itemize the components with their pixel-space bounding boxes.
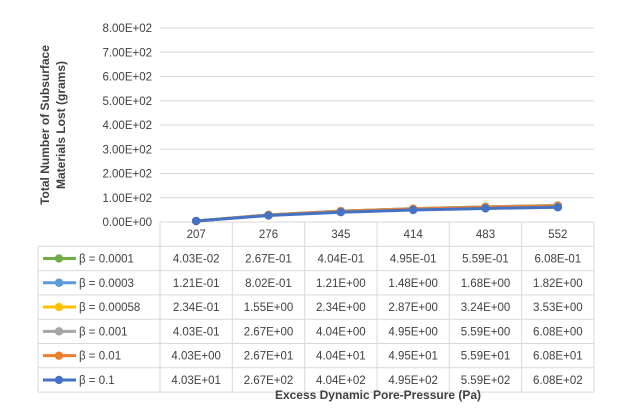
table-cell: 1.21E+00 <box>316 278 366 290</box>
y-axis-title-line-1: Total Number of Subsurface <box>38 45 52 205</box>
table-cell: 6.08E+00 <box>533 326 583 338</box>
table-cell: 4.04E-01 <box>317 253 364 265</box>
legend-entry: β = 0.01 <box>79 351 121 363</box>
y-tick-label: 4.00E+02 <box>102 120 152 132</box>
table-cell: 4.03E+00 <box>171 351 221 363</box>
table-cell: 4.03E-02 <box>173 253 220 265</box>
data-point <box>191 216 201 226</box>
data-point <box>408 205 418 215</box>
series-line <box>196 205 558 223</box>
y-tick-label: 3.00E+02 <box>102 144 152 156</box>
table-cell: 4.95E+01 <box>388 351 438 363</box>
x-category-label: 483 <box>476 229 495 241</box>
table-cell: 4.04E+02 <box>316 375 366 387</box>
table-cell: 6.08E-01 <box>534 253 581 265</box>
table-cell: 4.95E+00 <box>388 326 438 338</box>
table-cell: 1.55E+00 <box>244 302 294 314</box>
table-cell: 6.08E+01 <box>533 351 583 363</box>
legend-key-marker <box>54 278 64 287</box>
y-axis-title-line-2: Materials Lost (grams) <box>54 61 68 189</box>
table-cell: 5.59E-01 <box>462 253 509 265</box>
axis-titles: Total Number of Subsurface Materials Los… <box>38 45 481 402</box>
x-axis-title: Excess Dynamic Pore-Pressure (Pa) <box>275 388 481 402</box>
legend-key-marker <box>54 302 64 312</box>
legend-key-marker <box>54 351 64 360</box>
table-cell: 6.08E+02 <box>533 375 583 387</box>
legend-entry: β = 0.0001 <box>79 253 134 265</box>
legend-entry: β = 0.00058 <box>79 302 140 314</box>
legend-entry: β = 0.1 <box>79 375 115 387</box>
table-cell: 2.34E-01 <box>173 302 220 314</box>
table-cell: 2.67E-01 <box>245 253 292 265</box>
y-tick-label: 6.00E+02 <box>102 72 152 84</box>
table-cell: 4.04E+00 <box>316 326 366 338</box>
table-cell: 1.68E+00 <box>461 278 511 290</box>
x-category-label: 207 <box>187 229 206 241</box>
legend-key-marker <box>54 254 64 263</box>
table-cell: 2.34E+00 <box>316 302 366 314</box>
y-tick-label: 5.00E+02 <box>102 96 152 108</box>
table-cell: 5.59E+02 <box>461 375 511 387</box>
y-tick-labels: 0.00E+00 1.00E+02 2.00E+02 3.00E+02 4.00E+02… <box>102 23 152 229</box>
legend-key-marker <box>54 375 64 385</box>
table-cell: 2.67E+02 <box>244 375 294 387</box>
y-tick-label: 1.00E+02 <box>102 193 152 205</box>
table-cell: 5.59E+00 <box>461 326 511 338</box>
legend-entry: β = 0.001 <box>79 326 128 338</box>
table-cell: 4.04E+01 <box>316 351 366 363</box>
table-cell: 4.03E-01 <box>173 326 220 338</box>
legend-entry: β = 0.0003 <box>79 278 134 290</box>
table-cell: 4.95E+02 <box>388 375 438 387</box>
table-cell: 2.87E+00 <box>388 302 438 314</box>
table-cell: 5.59E+01 <box>461 351 511 363</box>
table-cell: 3.53E+00 <box>533 302 583 314</box>
y-tick-label: 7.00E+02 <box>102 47 152 59</box>
x-category-label: 414 <box>404 229 424 241</box>
table-cell: 4.95E-01 <box>390 253 437 265</box>
data-table: 207 276 345 414 483 552 β = 0.0001 4.03E-02 2.67… <box>37 221 595 393</box>
table-cell: 8.02E-01 <box>245 278 292 290</box>
x-category-label: 345 <box>331 229 350 241</box>
table-cell: 1.48E+00 <box>388 278 438 290</box>
table-cell: 2.67E+01 <box>244 351 294 363</box>
y-tick-label: 2.00E+02 <box>102 169 152 181</box>
y-tick-label: 8.00E+02 <box>102 23 152 35</box>
y-tick-label: 0.00E+00 <box>102 217 152 229</box>
data-point <box>264 211 273 220</box>
gridlines <box>160 27 594 199</box>
data-point <box>553 203 563 212</box>
x-category-label: 276 <box>259 229 278 241</box>
data-point <box>336 208 346 217</box>
table-cell: 1.21E-01 <box>173 278 220 290</box>
legend-key-marker <box>54 327 64 336</box>
x-category-label: 552 <box>548 229 567 241</box>
table-cell: 1.82E+00 <box>533 278 583 290</box>
table-cell: 4.03E+01 <box>171 375 221 387</box>
data-point <box>481 204 490 213</box>
series-lines <box>191 201 563 226</box>
table-cell: 2.67E+00 <box>244 326 294 338</box>
table-cell: 3.24E+00 <box>461 302 511 314</box>
